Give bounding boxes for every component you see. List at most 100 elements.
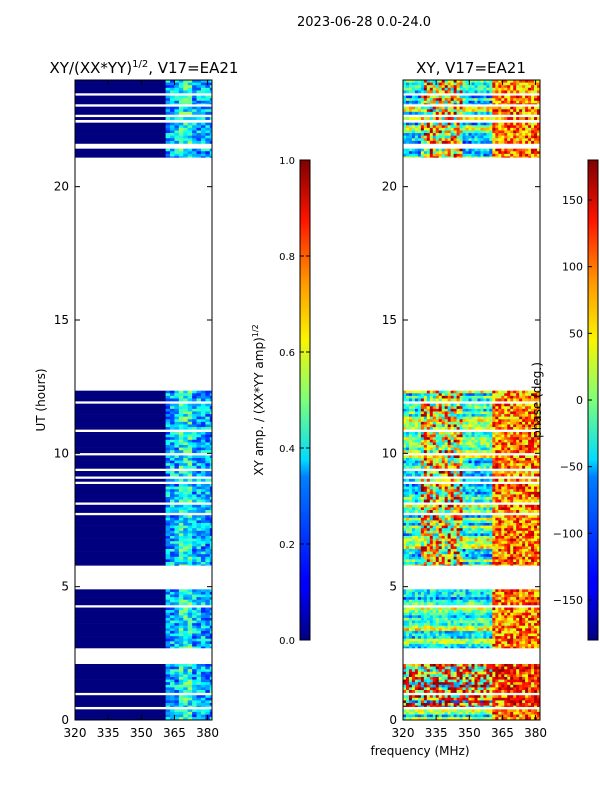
amp-cell — [201, 539, 206, 542]
phase-cell — [510, 703, 513, 706]
phase-cell — [486, 463, 489, 466]
amp-cell — [201, 565, 206, 566]
phase-cell — [519, 712, 522, 715]
x-tick-label: 350 — [130, 726, 153, 740]
phase-cell — [406, 442, 409, 445]
phase-cell — [418, 597, 421, 600]
phase-cell — [445, 592, 448, 595]
phase-cell — [433, 709, 436, 712]
phase-cell — [495, 706, 498, 707]
phase-cell — [507, 674, 510, 677]
phase-cell — [501, 435, 504, 438]
phase-cell — [477, 695, 480, 698]
phase-row — [403, 703, 540, 706]
phase-cell — [501, 664, 504, 667]
phase-cell — [448, 631, 451, 634]
phase-cell — [418, 682, 421, 685]
amp-cell — [197, 700, 202, 703]
phase-cell — [466, 672, 469, 675]
amp-cell — [183, 497, 188, 500]
phase-cell — [436, 682, 439, 685]
amp-cell — [188, 608, 193, 611]
phase-cell — [442, 518, 445, 521]
phase-cell — [412, 500, 415, 503]
phase-cell — [451, 621, 454, 624]
phase-cell — [525, 623, 528, 626]
amp-cell — [174, 109, 179, 112]
amp-cell — [192, 424, 197, 427]
phase-cell — [501, 500, 504, 503]
phase-cell — [427, 466, 430, 469]
right-heatmap — [403, 80, 540, 720]
phase-cell — [433, 628, 436, 631]
phase-cell — [463, 487, 466, 490]
amp-cell — [201, 631, 206, 634]
phase-cell — [492, 515, 495, 518]
amp-cell — [183, 432, 188, 435]
phase-cell — [525, 677, 528, 680]
phase-cell — [448, 510, 451, 513]
phase-cell — [439, 677, 442, 680]
amp-cell — [166, 489, 171, 492]
amp-cell — [197, 128, 202, 131]
phase-cell — [442, 600, 445, 603]
amp-cell — [174, 531, 179, 534]
phase-cell — [531, 510, 534, 513]
phase-cell — [433, 621, 436, 624]
amp-cell — [170, 398, 175, 401]
phase-cell — [483, 672, 486, 675]
phase-cell — [477, 608, 480, 611]
amp-row — [75, 528, 215, 531]
amp-cell — [188, 112, 193, 115]
phase-cell — [469, 510, 472, 513]
phase-cell — [439, 628, 442, 631]
phase-cell — [448, 432, 451, 435]
phase-cell — [495, 497, 498, 500]
amp-cell — [179, 404, 184, 407]
amp-cell — [197, 83, 202, 86]
amp-cell — [166, 597, 171, 600]
phase-cell — [513, 474, 516, 477]
phase-cell — [418, 505, 421, 508]
phase-cell — [424, 489, 427, 492]
amp-cell — [179, 554, 184, 557]
amp-cell — [201, 445, 206, 448]
phase-cell — [439, 695, 442, 698]
phase-cell — [469, 466, 472, 469]
amp-cell — [188, 698, 193, 701]
phase-cell — [469, 674, 472, 677]
phase-cell — [427, 458, 430, 461]
amp-cell — [192, 455, 197, 458]
amp-cell — [205, 536, 210, 539]
phase-cell — [480, 608, 483, 611]
phase-cell — [474, 695, 477, 698]
amp-row — [75, 96, 215, 99]
amp-cell — [179, 628, 184, 631]
amp-cell — [179, 455, 184, 458]
phase-cell — [454, 461, 457, 464]
amp-cell — [201, 608, 206, 611]
phase-cell — [445, 500, 448, 503]
phase-cell — [460, 674, 463, 677]
phase-cell — [534, 489, 537, 492]
amp-cell — [179, 479, 184, 482]
phase-cell — [442, 595, 445, 598]
amp-cell — [75, 520, 166, 523]
phase-row — [403, 489, 540, 492]
amp-cell — [174, 96, 179, 99]
phase-cell — [513, 690, 516, 693]
phase-cell — [412, 600, 415, 603]
amp-cell — [188, 466, 193, 469]
phase-cell — [513, 618, 516, 621]
phase-cell — [469, 698, 472, 701]
amp-cell — [75, 123, 166, 126]
phase-cell — [412, 437, 415, 440]
amp-cell — [201, 639, 206, 642]
amp-cell — [179, 549, 184, 552]
amp-cell — [183, 700, 188, 703]
phase-cell — [406, 674, 409, 677]
amp-cell — [166, 608, 171, 611]
phase-cell — [460, 463, 463, 466]
phase-cell — [498, 595, 501, 598]
phase-cell — [445, 621, 448, 624]
